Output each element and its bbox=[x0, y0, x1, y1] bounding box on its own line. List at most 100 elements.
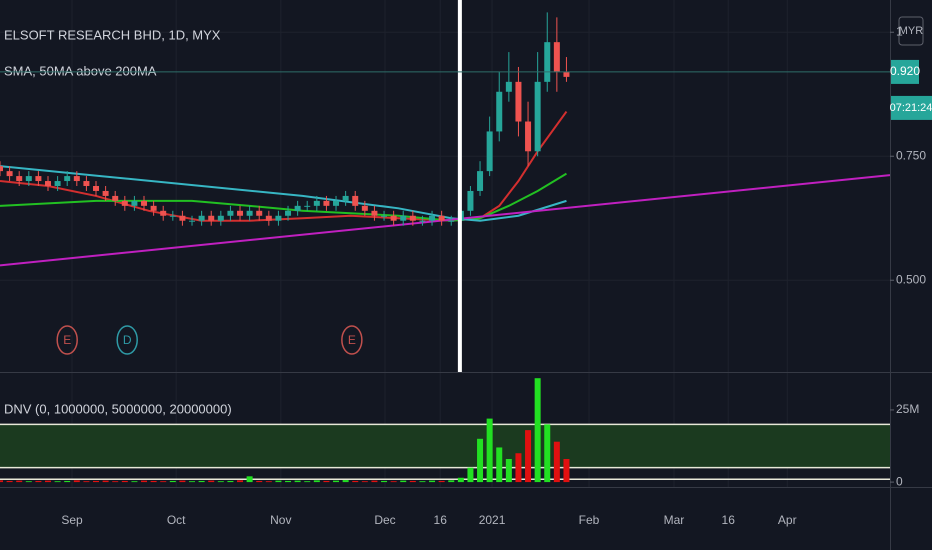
candle-body bbox=[515, 81, 522, 122]
volume-bar bbox=[313, 480, 320, 483]
volume-bar bbox=[93, 480, 100, 483]
volume-bar bbox=[294, 480, 301, 483]
volume-bar bbox=[237, 480, 244, 483]
candle-body bbox=[141, 200, 148, 206]
candle-body bbox=[208, 215, 215, 221]
currency-label[interactable]: MYR bbox=[899, 25, 924, 37]
y-tick-label: 25M bbox=[896, 402, 919, 416]
x-tick-label: Sep bbox=[61, 513, 83, 527]
volume-bar bbox=[16, 480, 23, 483]
candle-body bbox=[525, 121, 532, 152]
volume-bar bbox=[390, 481, 397, 483]
candle-body bbox=[45, 181, 52, 186]
volume-bar bbox=[25, 481, 32, 483]
candle-body bbox=[400, 215, 407, 221]
volume-bar bbox=[256, 480, 263, 483]
volume-bar bbox=[227, 480, 234, 483]
event-marker bbox=[116, 325, 138, 355]
candle-body bbox=[361, 205, 368, 211]
volume-bar bbox=[102, 480, 109, 483]
volume-bar bbox=[217, 481, 224, 483]
candle-body bbox=[150, 205, 157, 211]
volume-bar bbox=[246, 476, 253, 483]
volume-bar bbox=[361, 481, 368, 483]
volume-bar bbox=[141, 480, 148, 483]
last-price-label: 0.920 bbox=[890, 64, 920, 78]
candle-body bbox=[467, 190, 474, 211]
moving-average-line bbox=[0, 174, 891, 267]
symbol-title: ELSOFT RESEARCH BHD, 1D, MYX bbox=[4, 27, 221, 42]
volume-bar bbox=[342, 480, 349, 483]
candle-body bbox=[83, 181, 90, 186]
volume-bar bbox=[371, 480, 378, 483]
candle-body bbox=[371, 210, 378, 216]
volume-bar bbox=[169, 480, 176, 483]
y-tick-label: 0.500 bbox=[896, 272, 926, 286]
candle-body bbox=[121, 200, 128, 206]
volume-bar bbox=[112, 481, 119, 483]
event-label: D bbox=[123, 333, 132, 347]
volume-bar bbox=[208, 480, 215, 483]
candle-body bbox=[381, 215, 388, 217]
candle-body bbox=[237, 210, 244, 216]
event-marker bbox=[341, 325, 363, 355]
candle-body bbox=[256, 210, 263, 216]
volume-band-fill bbox=[0, 424, 890, 468]
indicator-title: SMA, 50MA above 200MA bbox=[4, 63, 157, 78]
candle-body bbox=[160, 210, 167, 216]
candle-body bbox=[534, 81, 541, 152]
volume-bar bbox=[285, 480, 292, 483]
candle-body bbox=[25, 176, 32, 182]
volume-indicator-title: DNV (0, 1000000, 5000000, 20000000) bbox=[4, 401, 232, 416]
candle-body bbox=[448, 220, 455, 222]
volume-bar bbox=[553, 441, 560, 483]
volume-bar bbox=[265, 481, 272, 483]
volume-bar bbox=[419, 481, 426, 483]
volume-bar bbox=[477, 438, 484, 483]
candle-body bbox=[544, 42, 551, 82]
candle-body bbox=[352, 195, 359, 206]
candle-body bbox=[35, 176, 42, 182]
candle-body bbox=[131, 200, 138, 206]
volume-bar bbox=[448, 480, 455, 483]
candle-body bbox=[496, 91, 503, 132]
x-tick-label: Dec bbox=[374, 513, 395, 527]
volume-bar bbox=[83, 481, 90, 483]
volume-bar bbox=[381, 480, 388, 483]
x-tick-label: 16 bbox=[722, 513, 736, 527]
candle-body bbox=[93, 186, 100, 191]
volume-bar bbox=[64, 480, 71, 483]
volume-bar bbox=[323, 480, 330, 483]
volume-bar bbox=[73, 480, 80, 483]
y-tick-label: 0 bbox=[896, 474, 903, 488]
moving-average-line bbox=[0, 165, 567, 222]
candle-body bbox=[112, 195, 119, 201]
last-price-box bbox=[891, 59, 919, 84]
volume-bar bbox=[496, 447, 503, 483]
volume-bar bbox=[179, 480, 186, 483]
x-tick-label: Apr bbox=[778, 513, 797, 527]
x-tick-label: Nov bbox=[270, 513, 291, 527]
y-tick-label: 1 bbox=[896, 24, 903, 38]
volume-bar bbox=[409, 480, 416, 483]
volume-bar bbox=[35, 480, 42, 483]
candle-body bbox=[563, 71, 570, 77]
candle-body bbox=[265, 215, 272, 221]
volume-bar bbox=[505, 459, 512, 483]
candle-body bbox=[486, 131, 493, 172]
candle-body bbox=[390, 215, 397, 221]
event-marker bbox=[56, 325, 78, 355]
x-tick-label: Mar bbox=[664, 513, 685, 527]
volume-bar bbox=[534, 378, 541, 483]
volume-bar bbox=[457, 477, 464, 483]
volume-bar bbox=[54, 481, 61, 483]
candle-body bbox=[246, 210, 253, 216]
event-label: E bbox=[348, 333, 356, 347]
volume-bar bbox=[131, 481, 138, 483]
candle-body bbox=[64, 176, 71, 182]
currency-button[interactable] bbox=[898, 16, 924, 46]
candle-body bbox=[189, 220, 196, 222]
volume-bar bbox=[438, 480, 445, 483]
candle-body bbox=[333, 200, 340, 206]
